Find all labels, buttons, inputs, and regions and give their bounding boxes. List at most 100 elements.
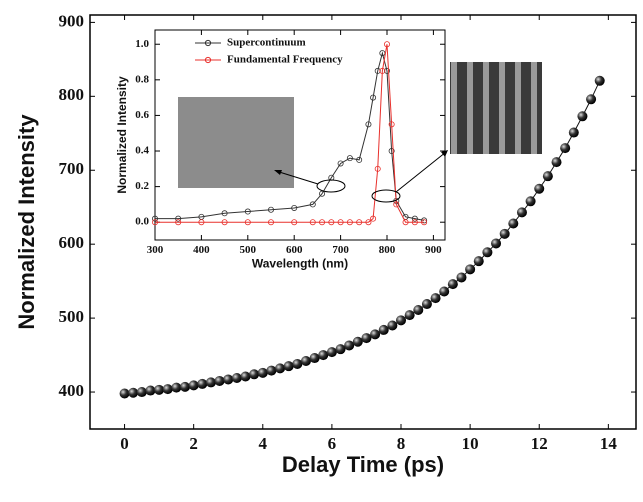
data-point (244, 208, 251, 215)
data-point (568, 127, 579, 138)
data-point (221, 219, 228, 226)
y-axis-label: Normalized Intensity (14, 114, 39, 330)
annotation-arrowhead (441, 150, 448, 157)
data-point (292, 358, 303, 369)
data-point (151, 215, 158, 222)
series-line (155, 44, 425, 223)
data-point (379, 67, 386, 74)
data-point (221, 210, 228, 217)
data-point (365, 219, 372, 226)
data-point (439, 286, 450, 297)
data-point (413, 304, 424, 315)
data-point (516, 207, 527, 218)
data-point (525, 196, 536, 207)
data-point (175, 219, 182, 226)
data-point (393, 201, 400, 208)
data-point (465, 264, 476, 275)
data-point (309, 219, 316, 226)
y-tick-label: 0.0 (135, 216, 149, 228)
data-point (421, 217, 428, 224)
data-point (430, 293, 441, 304)
data-point (309, 353, 320, 364)
y-tick-label: 800 (59, 85, 85, 104)
data-point (300, 355, 311, 366)
data-point (346, 155, 353, 162)
annotation-arrow (395, 151, 447, 193)
data-point (383, 67, 390, 74)
data-point (249, 369, 260, 380)
data-point (309, 201, 316, 208)
x-tick-label: 8 (397, 434, 406, 453)
data-point (171, 382, 182, 393)
data-point (257, 367, 268, 378)
legend-marker (204, 39, 212, 47)
data-point (560, 143, 571, 154)
series-line (155, 51, 425, 221)
data-point (352, 336, 363, 347)
data-point (542, 171, 553, 182)
data-point (473, 256, 484, 267)
data-point (136, 387, 147, 398)
data-point (388, 148, 395, 155)
annotation-ellipse (371, 189, 401, 203)
data-point (383, 41, 390, 48)
data-point (396, 315, 407, 326)
data-point (283, 361, 294, 372)
legend-label: Fundamental Frequency (227, 54, 343, 66)
data-point (365, 121, 372, 128)
data-point (456, 272, 467, 283)
data-point (180, 381, 191, 392)
data-point (594, 75, 605, 86)
x-tick-label: 4 (259, 434, 268, 453)
data-point (378, 324, 389, 335)
data-point (188, 380, 199, 391)
legend-label: Supercontinuum (227, 37, 306, 49)
data-point (335, 344, 346, 355)
data-point (482, 247, 493, 258)
data-point (411, 219, 418, 226)
data-point (370, 329, 381, 340)
y-tick-label: 400 (59, 381, 85, 400)
x-tick-label: 12 (531, 434, 548, 453)
y-tick-label: 0.8 (135, 73, 149, 85)
data-point (344, 340, 355, 351)
x-axis-label: Delay Time (ps) (282, 452, 444, 477)
legend-marker (204, 56, 212, 64)
x-tick-label: 400 (193, 244, 210, 256)
data-point (551, 157, 562, 168)
data-point (499, 228, 510, 239)
data-point (361, 333, 372, 344)
x-tick-label: 800 (379, 244, 396, 256)
x-tick-label: 900 (425, 244, 442, 256)
data-point (447, 279, 458, 290)
data-point (205, 377, 216, 388)
data-point (162, 384, 173, 395)
x-tick-label: 2 (189, 434, 198, 453)
y-tick-label: 0.6 (135, 109, 149, 121)
data-point (374, 67, 381, 74)
data-point (404, 310, 415, 321)
data-point (266, 365, 277, 376)
data-point (318, 350, 329, 361)
data-point (223, 374, 234, 385)
data-point (586, 94, 597, 105)
data-point (240, 371, 251, 382)
x-tick-label: 6 (328, 434, 337, 453)
x-tick-label: 14 (600, 434, 618, 453)
data-point (421, 299, 432, 310)
data-point (337, 160, 344, 167)
data-point (291, 204, 298, 211)
y-tick-label: 1.0 (135, 38, 149, 50)
data-point (175, 215, 182, 222)
x-axis-label: Wavelength (nm) (252, 256, 348, 270)
annotation-ellipse (316, 179, 346, 193)
y-tick-label: 0.2 (135, 180, 149, 192)
y-tick-label: 500 (59, 307, 85, 326)
data-point (534, 183, 545, 194)
data-point (577, 111, 588, 122)
x-tick-label: 10 (462, 434, 479, 453)
annotation-arrowhead (274, 170, 282, 175)
data-point (326, 347, 337, 358)
data-point (370, 94, 377, 101)
